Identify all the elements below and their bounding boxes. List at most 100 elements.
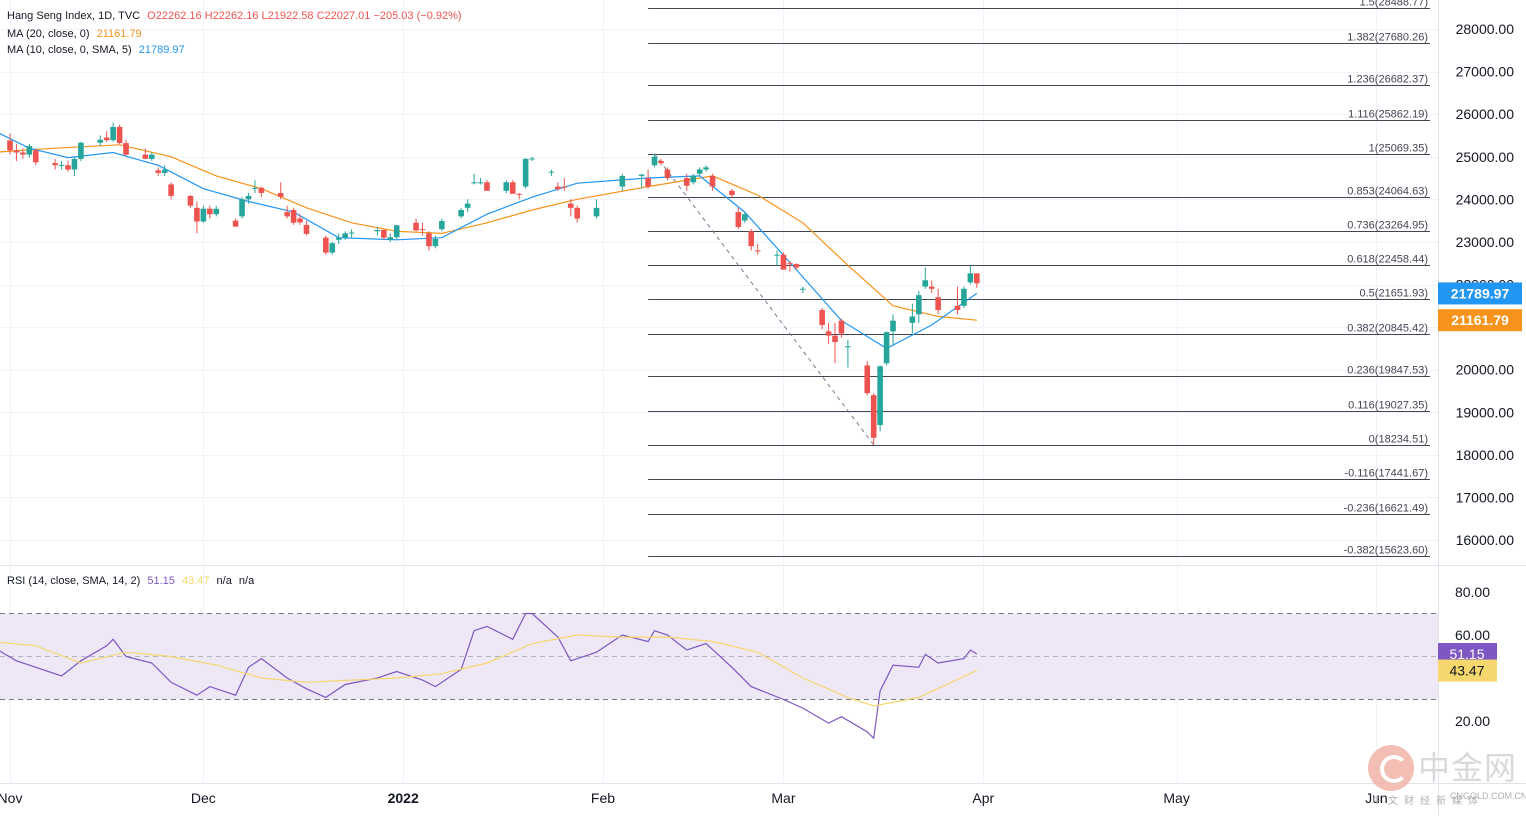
candle-body xyxy=(149,154,155,159)
candle-body xyxy=(555,186,561,190)
candle-body xyxy=(548,171,555,173)
candle-body xyxy=(787,263,793,265)
candle-body xyxy=(26,146,33,155)
fibonacci-levels: 1.5(28488.77) 1.382(27680.26) 1.236(26682.… xyxy=(648,0,1430,557)
time-axis-label: Nov xyxy=(0,790,22,806)
candle xyxy=(58,161,65,170)
time-axis-label: May xyxy=(1163,790,1189,806)
rsi-label-text: 51.15 xyxy=(1449,646,1484,662)
candle-body xyxy=(116,126,123,144)
candle-body xyxy=(213,208,220,215)
legend-symbol-row: Hang Seng Index, 1D, TVC O22262.16 H2226… xyxy=(7,9,466,23)
price-axis-tick: 16000.00 xyxy=(1456,532,1515,548)
candle xyxy=(97,135,104,147)
candle-body xyxy=(928,286,935,289)
candle xyxy=(838,318,845,338)
candle xyxy=(845,339,851,368)
candle xyxy=(290,207,297,225)
candle xyxy=(168,182,174,200)
fib-level-label: 0.382(20845.42) xyxy=(1347,323,1428,335)
candle xyxy=(509,180,516,194)
candle xyxy=(71,156,78,176)
rsi-label[interactable]: RSI (14, close, SMA, 14, 2) xyxy=(7,575,141,587)
fib-level-label: 1(25069.35) xyxy=(1369,143,1428,155)
candle-body xyxy=(832,335,838,342)
candle-body xyxy=(793,264,800,268)
candle-body xyxy=(458,209,464,217)
rsi-axis-tick: 60.00 xyxy=(1455,627,1490,643)
candle xyxy=(419,222,426,236)
candle xyxy=(471,173,477,185)
ma10-label[interactable]: MA (10, close, 0, SMA, 5) xyxy=(7,44,132,56)
candle-body xyxy=(413,222,419,231)
candle xyxy=(890,314,896,347)
candle xyxy=(194,201,200,234)
candle-body xyxy=(567,203,574,208)
candle xyxy=(825,322,832,345)
legend-ma10-row: MA (10, close, 0, SMA, 5) 21789.97 xyxy=(7,43,189,57)
candle-body xyxy=(754,250,761,252)
candle-body xyxy=(638,174,645,176)
candle xyxy=(741,212,748,223)
candle xyxy=(484,180,490,191)
candle xyxy=(123,139,129,156)
candle xyxy=(819,307,825,330)
ma20-price-label: 21161.79 xyxy=(1438,309,1522,332)
candle xyxy=(7,133,13,155)
candle xyxy=(335,233,342,245)
fib-level-label: 0.236(19847.53) xyxy=(1347,365,1428,377)
fib-level-label: 0.5(21651.93) xyxy=(1360,288,1429,300)
candle-body xyxy=(574,207,580,219)
candle-body xyxy=(471,182,477,184)
candle xyxy=(20,148,26,159)
candle xyxy=(651,153,658,168)
candle xyxy=(928,280,935,294)
candle xyxy=(780,252,787,270)
legend-rsi-row: RSI (14, close, SMA, 14, 2) 51.15 43.47 … xyxy=(7,574,258,588)
candle-body xyxy=(71,158,78,170)
candle-body xyxy=(509,182,516,194)
candle xyxy=(329,241,336,255)
time-axis-label: Dec xyxy=(191,790,216,806)
candle xyxy=(954,286,961,315)
candle-body xyxy=(32,150,39,163)
candle-body xyxy=(393,225,400,238)
fib-level-label: 0(18234.51) xyxy=(1369,434,1428,446)
candle xyxy=(232,218,239,228)
candle-body xyxy=(503,182,510,191)
candle-body xyxy=(297,218,303,223)
candle-body xyxy=(245,195,252,200)
candle-body xyxy=(200,208,207,222)
rsi-axis-tick: 20.00 xyxy=(1455,713,1490,729)
candle-body xyxy=(954,305,961,311)
time-axis-label: Jun xyxy=(1365,790,1388,806)
candle-body xyxy=(103,137,110,141)
fib-level-label: -0.236(16621.49) xyxy=(1344,503,1428,515)
candle-body xyxy=(13,150,20,153)
candle xyxy=(277,182,284,200)
candle xyxy=(555,182,561,191)
candle xyxy=(323,235,329,255)
price-axis-tick: 27000.00 xyxy=(1456,64,1515,80)
candle xyxy=(664,167,671,181)
price-axis-tick: 17000.00 xyxy=(1456,489,1515,505)
candle-body xyxy=(735,212,742,228)
symbol-title[interactable]: Hang Seng Index, 1D, TVC xyxy=(7,10,141,22)
candle xyxy=(464,199,471,213)
candle xyxy=(155,167,162,176)
rsi-value-label: 51.15 xyxy=(1438,643,1497,666)
rsi-na-2: n/a xyxy=(238,575,255,587)
candle-body xyxy=(696,169,703,174)
price-label-box xyxy=(1438,309,1522,332)
candle xyxy=(65,161,71,172)
time-axis-label: Mar xyxy=(771,790,795,806)
candle xyxy=(870,393,877,445)
fib-level-label: 1.236(26682.37) xyxy=(1347,74,1428,86)
candle-body xyxy=(290,209,297,223)
ma10-value: 21789.97 xyxy=(138,44,185,56)
candle xyxy=(909,303,916,334)
candle xyxy=(935,288,941,315)
ma20-label[interactable]: MA (20, close, 0) xyxy=(7,28,90,40)
candle-body xyxy=(774,254,780,256)
